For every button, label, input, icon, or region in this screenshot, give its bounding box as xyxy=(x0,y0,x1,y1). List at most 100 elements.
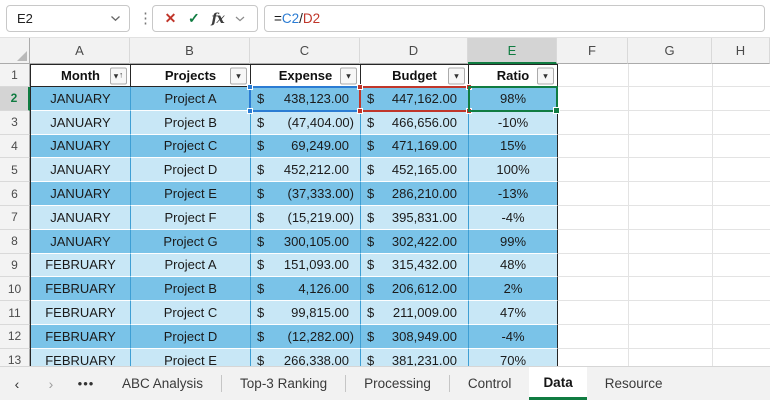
filter-dropdown-icon[interactable]: ▾ xyxy=(340,67,357,84)
sheet-tab-data[interactable]: Data xyxy=(529,367,587,400)
cell-b8[interactable]: Project G xyxy=(131,229,251,254)
cell-e12[interactable]: -4% xyxy=(469,324,558,349)
cell-b6[interactable]: Project E xyxy=(131,182,251,206)
cell-d11[interactable]: $211,009.00 xyxy=(361,301,469,325)
sheet-more-button[interactable]: ••• xyxy=(77,376,95,391)
sheet-nav-left-button[interactable]: ‹ xyxy=(14,375,20,392)
cell-a11[interactable]: FEBRUARY xyxy=(31,301,131,325)
cell-c10[interactable]: $4,126.00 xyxy=(251,277,361,302)
insert-function-button[interactable]: fx xyxy=(211,10,224,27)
cell-d2[interactable]: $447,162.00 xyxy=(361,87,469,111)
row-header-12[interactable]: 12 xyxy=(0,324,30,349)
cell-e7[interactable]: -4% xyxy=(469,205,558,230)
ref-handle-icon[interactable] xyxy=(357,108,363,114)
cell-e10[interactable]: 2% xyxy=(469,277,558,302)
row-header-3[interactable]: 3 xyxy=(0,110,30,135)
ref-handle-icon[interactable] xyxy=(247,108,253,114)
cell-b5[interactable]: Project D xyxy=(131,158,251,183)
cancel-button[interactable]: ✕ xyxy=(164,10,177,26)
cell-a12[interactable]: FEBRUARY xyxy=(31,324,131,349)
cell-a10[interactable]: FEBRUARY xyxy=(31,277,131,302)
filter-dropdown-icon[interactable]: ▾ xyxy=(537,67,554,84)
cell-a3[interactable]: JANUARY xyxy=(31,110,131,135)
cell-c3[interactable]: $ (47,404.00) xyxy=(251,110,361,135)
cell-d8[interactable]: $302,422.00 xyxy=(361,229,469,254)
filter-dropdown-icon[interactable]: ▾ ↑ xyxy=(110,67,127,84)
cell-c6[interactable]: $ (37,333.00) xyxy=(251,182,361,206)
cell-c9[interactable]: $151,093.00 xyxy=(251,253,361,278)
row-header-4[interactable]: 4 xyxy=(0,134,30,159)
cell-a6[interactable]: JANUARY xyxy=(31,182,131,206)
cell-d12[interactable]: $308,949.00 xyxy=(361,324,469,349)
cell-d10[interactable]: $206,612.00 xyxy=(361,277,469,302)
cell-c2[interactable]: $438,123.00 xyxy=(251,87,361,111)
cell-d6[interactable]: $286,210.00 xyxy=(361,182,469,206)
select-all-corner[interactable] xyxy=(0,38,30,64)
row-header-13[interactable]: 13 xyxy=(0,348,30,366)
cell-e8[interactable]: 99% xyxy=(469,229,558,254)
name-box[interactable]: E2 xyxy=(6,5,130,32)
cell-e6[interactable]: -13% xyxy=(469,182,558,206)
cell-e9[interactable]: 48% xyxy=(469,253,558,278)
cell-a5[interactable]: JANUARY xyxy=(31,158,131,183)
cell-b2[interactable]: Project A xyxy=(131,87,251,111)
cell-b13[interactable]: Project E xyxy=(131,348,251,366)
formula-options-chevron-icon[interactable] xyxy=(235,16,245,22)
cell-e11[interactable]: 47% xyxy=(469,301,558,325)
cell-a8[interactable]: JANUARY xyxy=(31,229,131,254)
cell-a4[interactable]: JANUARY xyxy=(31,134,131,159)
cell-e3[interactable]: -10% xyxy=(469,110,558,135)
cell-c4[interactable]: $69,249.00 xyxy=(251,134,361,159)
sheet-tab-processing[interactable]: Processing xyxy=(364,376,431,391)
table-header-projects[interactable]: Projects ▾ xyxy=(131,65,251,86)
sheet-tab-top-3-ranking[interactable]: Top-3 Ranking xyxy=(240,376,328,391)
filter-dropdown-icon[interactable]: ▾ xyxy=(448,67,465,84)
cell-c8[interactable]: $300,105.00 xyxy=(251,229,361,254)
table-header-month[interactable]: Month ▾ ↑ xyxy=(31,65,131,86)
row-header-8[interactable]: 8 xyxy=(0,229,30,254)
cell-b4[interactable]: Project C xyxy=(131,134,251,159)
fill-handle[interactable] xyxy=(553,107,560,114)
sheet-tab-resource[interactable]: Resource xyxy=(604,376,663,391)
row-header-2[interactable]: 2 xyxy=(0,87,30,111)
table-header-budget[interactable]: Budget ▾ xyxy=(361,65,469,86)
cell-b9[interactable]: Project A xyxy=(131,253,251,278)
cell-c5[interactable]: $452,212.00 xyxy=(251,158,361,183)
name-box-chevron-icon[interactable] xyxy=(110,15,121,22)
column-header-e[interactable]: E xyxy=(468,38,557,64)
cell-b11[interactable]: Project C xyxy=(131,301,251,325)
cell-b7[interactable]: Project F xyxy=(131,205,251,230)
column-header-g[interactable]: G xyxy=(628,38,712,64)
column-header-b[interactable]: B xyxy=(130,38,250,64)
row-header-9[interactable]: 9 xyxy=(0,253,30,278)
cell-c12[interactable]: $ (12,282.00) xyxy=(251,324,361,349)
column-header-f[interactable]: F xyxy=(557,38,628,64)
cell-d9[interactable]: $315,432.00 xyxy=(361,253,469,278)
table-header-expense[interactable]: Expense ▾ xyxy=(251,65,361,86)
empty-cells-area[interactable] xyxy=(558,64,770,366)
row-header-5[interactable]: 5 xyxy=(0,158,30,183)
ref-handle-icon[interactable] xyxy=(247,84,253,90)
formula-reference-border-d2[interactable] xyxy=(357,84,472,114)
column-header-c[interactable]: C xyxy=(250,38,360,64)
cell-b3[interactable]: Project B xyxy=(131,110,251,135)
cell-e5[interactable]: 100% xyxy=(469,158,558,183)
column-header-d[interactable]: D xyxy=(360,38,468,64)
cell-a13[interactable]: FEBRUARY xyxy=(31,348,131,366)
column-header-h[interactable]: H xyxy=(712,38,770,64)
row-header-11[interactable]: 11 xyxy=(0,301,30,325)
cell-d5[interactable]: $452,165.00 xyxy=(361,158,469,183)
ref-handle-icon[interactable] xyxy=(357,84,363,90)
row-header-10[interactable]: 10 xyxy=(0,277,30,302)
cell-d4[interactable]: $471,169.00 xyxy=(361,134,469,159)
sheet-tab-control[interactable]: Control xyxy=(467,376,512,391)
sheet-nav-right-button[interactable]: › xyxy=(48,375,54,392)
cell-c7[interactable]: $ (15,219.00) xyxy=(251,205,361,230)
cell-c13[interactable]: $266,338.00 xyxy=(251,348,361,366)
cell-e4[interactable]: 15% xyxy=(469,134,558,159)
row-header-6[interactable]: 6 xyxy=(0,182,30,206)
cell-a9[interactable]: FEBRUARY xyxy=(31,253,131,278)
column-header-a[interactable]: A xyxy=(30,38,130,64)
sheet-tab-abc-analysis[interactable]: ABC Analysis xyxy=(122,376,204,391)
cell-d13[interactable]: $381,231.00 xyxy=(361,348,469,366)
